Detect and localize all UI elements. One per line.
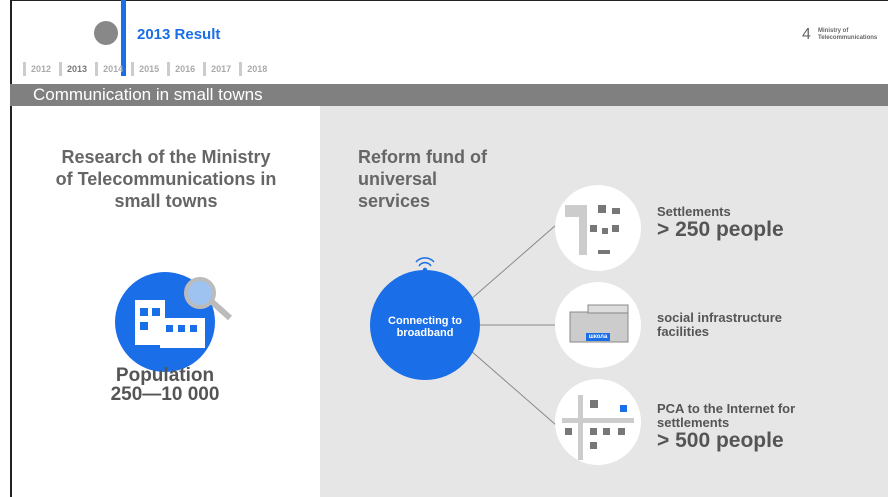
logo — [94, 21, 118, 45]
page-number: 4 — [802, 26, 811, 43]
item: Settlements > 250 people — [657, 205, 837, 241]
year-tab: 2012 — [23, 62, 56, 76]
right-heading: Reform fund of universal services — [358, 147, 487, 211]
ministry: Ministry of Telecommunications — [818, 28, 878, 41]
year-tab: 2014 — [95, 62, 128, 76]
slide-title: 2013 Result — [137, 26, 221, 43]
item-title: Settlements — [657, 204, 731, 219]
item-detail: > 500 people — [657, 429, 784, 452]
item: social infrastructure facilities — [657, 311, 837, 339]
banner-bg — [10, 84, 888, 106]
year-tab: 2018 — [239, 62, 272, 76]
item-detail: > 250 people — [657, 218, 784, 241]
frame — [10, 0, 888, 497]
connectors — [469, 224, 557, 426]
hub-circle — [370, 270, 480, 380]
year-tabs: 2012 2013 2014 2015 2016 2017 2018 — [23, 59, 275, 77]
item-title: PCA to the Internet for settlements — [657, 401, 796, 430]
hub-label: Connecting to broadband — [388, 315, 462, 339]
year-tab: 2015 — [131, 62, 164, 76]
item: PCA to the Internet for settlements > 500… — [657, 402, 837, 452]
year-tab: 2013 — [59, 62, 92, 76]
population-range: 250—10 000 — [110, 384, 220, 405]
year-marker — [121, 0, 126, 76]
left-heading: Research of the Ministry of Telecommunic… — [55, 147, 277, 211]
population-label: Population — [115, 365, 215, 386]
year-tab: 2017 — [203, 62, 236, 76]
item-title: social infrastructure facilities — [657, 310, 782, 339]
banner: Communication in small towns — [33, 85, 263, 104]
search-icon — [115, 272, 233, 372]
item-icons — [555, 185, 641, 465]
year-tab: 2016 — [167, 62, 200, 76]
school-sign: школа — [588, 334, 608, 340]
